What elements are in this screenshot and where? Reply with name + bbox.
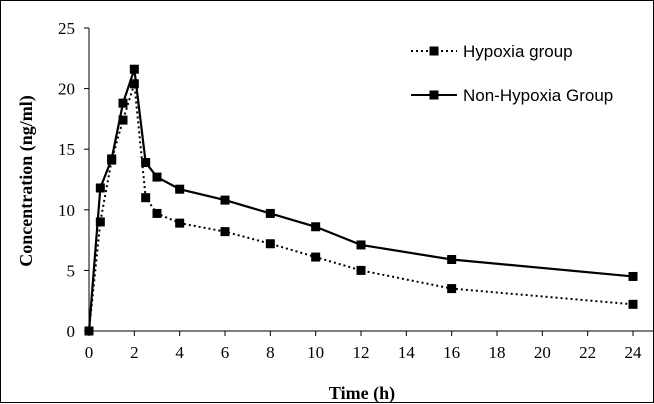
data-point-marker bbox=[141, 158, 151, 168]
data-point-marker bbox=[220, 195, 230, 205]
data-point-marker bbox=[118, 115, 128, 125]
data-point-marker bbox=[118, 98, 128, 108]
x-tick-label: 24 bbox=[625, 343, 643, 362]
series-line bbox=[87, 68, 634, 332]
x-tick-label: 4 bbox=[175, 343, 184, 362]
data-point-marker bbox=[447, 254, 457, 264]
x-tick-label: 22 bbox=[579, 343, 596, 362]
x-tick-label: 6 bbox=[221, 343, 230, 362]
data-point-marker bbox=[95, 183, 105, 193]
legend-marker-swatch bbox=[429, 90, 439, 100]
legend-label: Non-Hypoxia Group bbox=[463, 86, 613, 105]
x-axis: 0 2 4 6 8 10 12 14 16 18 20 22 24 bbox=[85, 330, 653, 362]
y-tick-label: 15 bbox=[58, 140, 75, 159]
data-point-marker bbox=[175, 184, 185, 194]
series-line bbox=[88, 83, 634, 332]
x-tick-label: 12 bbox=[353, 343, 370, 362]
data-point-marker bbox=[175, 218, 185, 228]
series-non-hypoxia bbox=[84, 64, 638, 336]
x-tick-label: 14 bbox=[398, 343, 416, 362]
data-point-marker bbox=[107, 154, 117, 164]
y-tick-label: 5 bbox=[67, 261, 76, 280]
x-tick-label: 8 bbox=[266, 343, 275, 362]
data-point-marker bbox=[447, 284, 457, 294]
legend-marker-swatch bbox=[429, 46, 439, 56]
x-tick-label: 16 bbox=[443, 343, 460, 362]
data-point-marker bbox=[129, 79, 139, 89]
legend-item: Hypoxia group bbox=[411, 42, 573, 61]
data-point-marker bbox=[311, 252, 321, 262]
legend-label: Hypoxia group bbox=[463, 42, 573, 61]
data-point-marker bbox=[95, 217, 105, 227]
x-tick-label: 0 bbox=[85, 343, 94, 362]
data-point-marker bbox=[628, 299, 638, 309]
data-point-marker bbox=[152, 172, 162, 182]
legend-item: Non-Hypoxia Group bbox=[411, 86, 613, 105]
data-point-marker bbox=[265, 239, 275, 249]
data-point-marker bbox=[311, 222, 321, 232]
series-layer bbox=[84, 64, 638, 336]
y-axis-title: Concentration (ng/ml) bbox=[16, 95, 37, 266]
data-point-marker bbox=[356, 240, 366, 250]
data-point-marker bbox=[356, 265, 366, 275]
x-axis-title: Time (h) bbox=[329, 383, 395, 404]
x-tick-label: 2 bbox=[130, 343, 139, 362]
data-point-marker bbox=[265, 208, 275, 218]
x-tick-label: 20 bbox=[534, 343, 551, 362]
y-tick-label: 0 bbox=[67, 322, 76, 341]
x-tick-label: 18 bbox=[489, 343, 506, 362]
y-axis: 0 5 10 15 20 25 bbox=[58, 19, 90, 341]
series-hypoxia bbox=[84, 79, 638, 336]
data-point-marker bbox=[84, 326, 94, 336]
legend: Hypoxia group Non-Hypoxia Group bbox=[411, 42, 613, 105]
data-point-marker bbox=[141, 193, 151, 203]
data-point-marker bbox=[220, 227, 230, 237]
y-tick-label: 20 bbox=[58, 80, 75, 99]
x-tick-label: 10 bbox=[307, 343, 324, 362]
y-tick-label: 10 bbox=[58, 201, 75, 220]
data-point-marker bbox=[628, 271, 638, 281]
y-tick-label: 25 bbox=[58, 19, 75, 38]
data-point-marker bbox=[129, 64, 139, 74]
data-point-marker bbox=[152, 208, 162, 218]
